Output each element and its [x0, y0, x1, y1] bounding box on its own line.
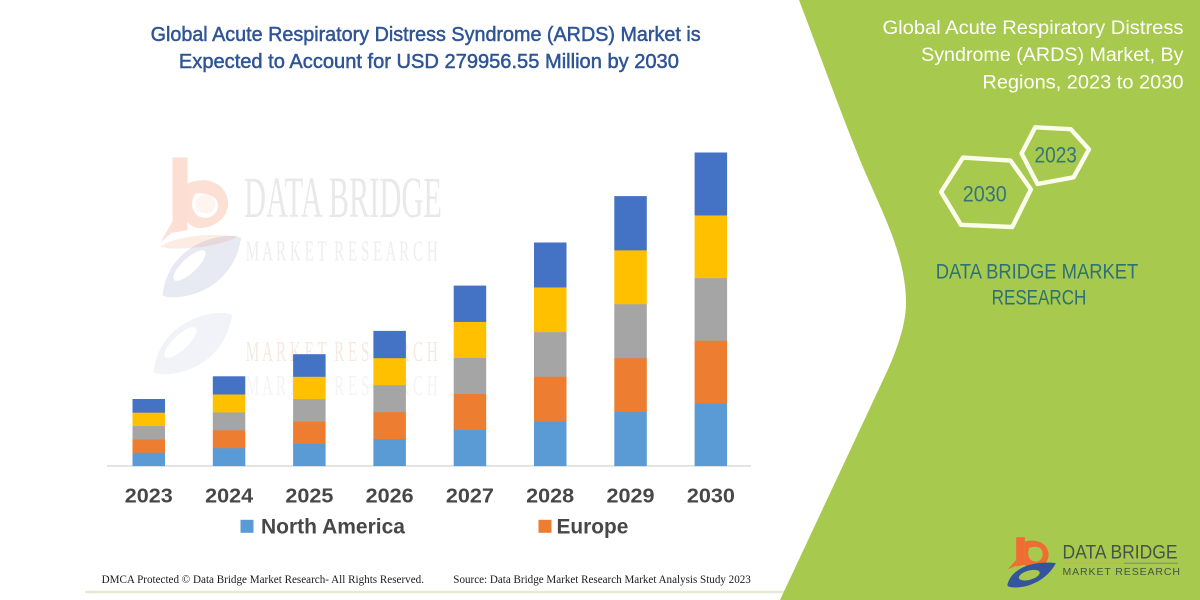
svg-text:Syndrome (ARDS) Market, By: Syndrome (ARDS) Market, By: [921, 44, 1184, 66]
svg-text:2030: 2030: [963, 181, 1007, 206]
svg-text:Source: Data Bridge Market Res: Source: Data Bridge Market Research Mark…: [453, 572, 751, 586]
svg-text:DATA BRIDGE MARKET: DATA BRIDGE MARKET: [936, 259, 1139, 283]
svg-text:2027: 2027: [446, 485, 494, 508]
svg-text:Regions, 2023 to 2030: Regions, 2023 to 2030: [982, 72, 1183, 94]
svg-text:Expected to Account for USD 27: Expected to Account for USD 279956.55 Mi…: [179, 50, 679, 73]
svg-text:DATA BRIDGE: DATA BRIDGE: [1063, 543, 1178, 564]
svg-text:2026: 2026: [366, 485, 414, 508]
svg-text:2030: 2030: [687, 485, 735, 508]
svg-text:M A R K E T R E S E A R C H: M A R K E T R E S E A R C H: [246, 371, 438, 402]
svg-text:RESEARCH: RESEARCH: [992, 285, 1087, 309]
svg-text:2028: 2028: [526, 485, 574, 508]
svg-text:North America: North America: [261, 515, 405, 538]
svg-text:2023: 2023: [125, 485, 173, 508]
svg-text:MARKET RESEARCH: MARKET RESEARCH: [1063, 566, 1181, 578]
svg-text:M A R K E T R E S E A R C H: M A R K E T R E S E A R C H: [246, 337, 438, 368]
svg-text:2029: 2029: [607, 485, 655, 508]
svg-text:2023: 2023: [1035, 143, 1077, 168]
svg-text:Global Acute Respiratory Distr: Global Acute Respiratory Distress Syndro…: [151, 23, 701, 46]
svg-text:Global Acute Respiratory Distr: Global Acute Respiratory Distress: [883, 17, 1184, 39]
svg-text:2025: 2025: [285, 485, 333, 508]
svg-text:DMCA Protected © Data Bridge M: DMCA Protected © Data Bridge Market Rese…: [102, 572, 424, 586]
svg-text:M A R K E T R E S E A R C H: M A R K E T R E S E A R C H: [246, 237, 438, 268]
svg-text:2024: 2024: [205, 485, 254, 508]
svg-text:DATA BRIDGE: DATA BRIDGE: [244, 165, 442, 230]
svg-text:Europe: Europe: [557, 515, 629, 538]
